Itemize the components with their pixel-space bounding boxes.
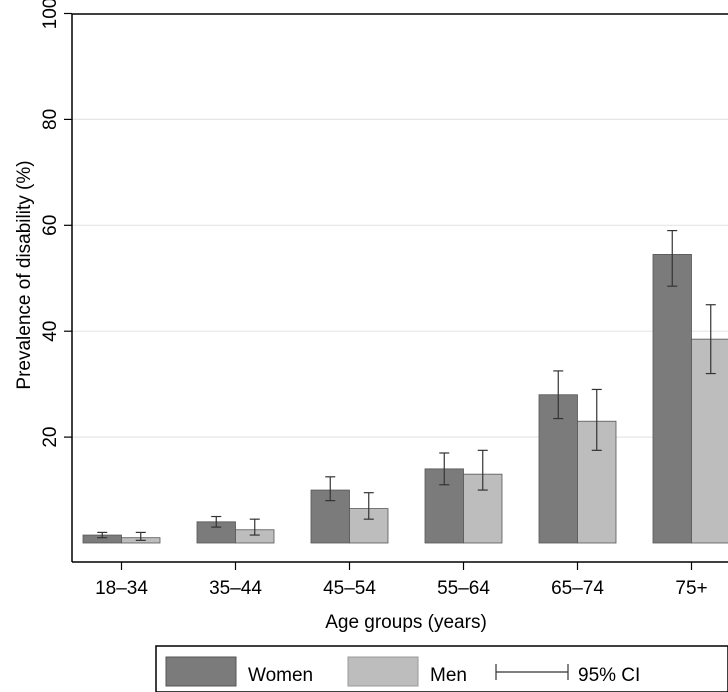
x-tick-label: 45–54	[323, 578, 376, 599]
y-tick-label: 60	[40, 215, 61, 236]
bars	[82, 254, 728, 544]
error-bar-men-0	[135, 531, 146, 541]
error-bar-women-2	[325, 476, 336, 502]
bar-women-4	[538, 394, 578, 544]
y-tick-label: 40	[40, 321, 61, 342]
legend: Women Men 95% CI	[155, 645, 728, 692]
legend-label-women: Women	[248, 665, 313, 686]
x-tick-label: 65–74	[551, 578, 604, 599]
bar-women-5	[652, 254, 692, 544]
error-bar-women-0	[97, 531, 108, 539]
y-tick-label: 20	[40, 427, 61, 448]
y-tick-label: 80	[40, 109, 61, 130]
x-axis-title: Age groups (years)	[325, 612, 487, 633]
error-bar-men-3	[477, 449, 488, 491]
legend-box	[155, 645, 728, 692]
error-bar-men-4	[591, 388, 602, 451]
bar-men-5	[691, 338, 728, 544]
tick-labels: 20 40 60 80 100 18–34 35–44 45–54 55–64 65–74 75+	[40, 0, 708, 599]
error-bar-men-2	[363, 492, 374, 520]
x-tick-label: 18–34	[95, 578, 148, 599]
error-bars	[97, 229, 716, 541]
legend-swatch-women	[165, 656, 237, 687]
error-bar-women-5	[667, 229, 678, 287]
y-tick-label: 100	[40, 0, 61, 29]
x-tick-label: 35–44	[209, 578, 262, 599]
y-axis-title: Prevalence of disability (%)	[14, 160, 35, 389]
legend-label-men: Men	[430, 665, 467, 686]
legend-swatch-men	[347, 656, 419, 687]
legend-label-ci: 95% CI	[578, 665, 640, 686]
error-bar-men-1	[249, 518, 260, 536]
error-bar-women-1	[211, 515, 222, 528]
error-bar-women-4	[553, 370, 564, 420]
axes	[64, 12, 728, 570]
legend-ci-symbol	[495, 664, 569, 680]
error-bar-men-5	[705, 304, 716, 375]
error-bar-women-3	[439, 452, 450, 486]
x-tick-label: 75+	[675, 578, 707, 599]
x-tick-label: 55–64	[437, 578, 490, 599]
gridlines	[72, 118, 728, 438]
